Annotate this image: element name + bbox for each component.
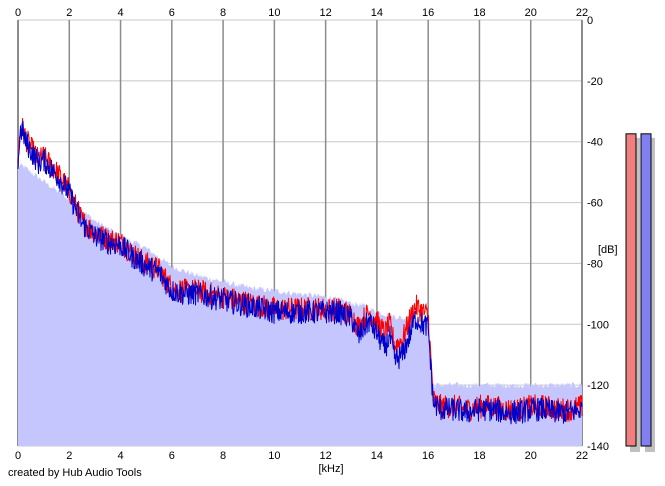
y-tick-label: -20 (587, 76, 603, 88)
x-tick-label-top: 4 (117, 7, 123, 19)
left-level-meter (625, 133, 637, 447)
x-tick-label-top: 8 (220, 7, 226, 19)
y-tick-label: -140 (587, 441, 609, 453)
x-tick-label-top: 16 (422, 7, 434, 19)
x-tick-labels-bottom: 0 2 4 6 8 10 12 14 16 18 20 22 (15, 450, 588, 462)
y-tick-label: -100 (587, 319, 609, 331)
x-tick-label-bottom: 10 (268, 450, 280, 462)
x-tick-label-top: 2 (66, 7, 72, 19)
x-tick-label-bottom: 2 (66, 450, 72, 462)
right-channel-line (17, 120, 583, 425)
y-tick-label: -80 (587, 258, 603, 270)
level-meters (625, 133, 655, 453)
y-tick-label: -60 (587, 198, 603, 210)
x-tick-label-top: 6 (169, 7, 175, 19)
x-tick-label-top: 18 (473, 7, 485, 19)
x-tick-label-top: 10 (268, 7, 280, 19)
x-tick-label-top: 0 (15, 7, 21, 19)
y-tick-label: -40 (587, 137, 603, 149)
y-axis-label: [dB] (598, 244, 618, 256)
x-tick-label-top: 12 (320, 7, 332, 19)
right-level-meter (640, 133, 652, 447)
x-tick-label-bottom: 18 (473, 450, 485, 462)
x-axis-label: [kHz] (318, 463, 343, 475)
x-tick-label-bottom: 16 (422, 450, 434, 462)
x-tick-labels-top: 0 2 4 6 8 10 12 14 16 18 20 22 (15, 7, 588, 19)
x-tick-label-bottom: 12 (320, 450, 332, 462)
x-tick-label-bottom: 6 (169, 450, 175, 462)
spectrum-fill-area (18, 163, 582, 446)
x-tick-label-bottom: 20 (525, 450, 537, 462)
x-tick-label-bottom: 14 (371, 450, 383, 462)
x-tick-label-bottom: 4 (117, 450, 123, 462)
x-tick-label-bottom: 22 (576, 450, 588, 462)
y-tick-label: -120 (587, 380, 609, 392)
x-tick-label-top: 20 (525, 7, 537, 19)
y-tick-label: 0 (587, 15, 593, 27)
credit-text: created by Hub Audio Tools (8, 467, 142, 479)
x-tick-label-top: 22 (576, 7, 588, 19)
x-tick-label-bottom: 0 (15, 450, 21, 462)
x-tick-label-top: 14 (371, 7, 383, 19)
x-tick-label-bottom: 8 (220, 450, 226, 462)
y-tick-labels: 0 -20 -40 -60 -80 -100 -120 -140 (587, 15, 609, 453)
